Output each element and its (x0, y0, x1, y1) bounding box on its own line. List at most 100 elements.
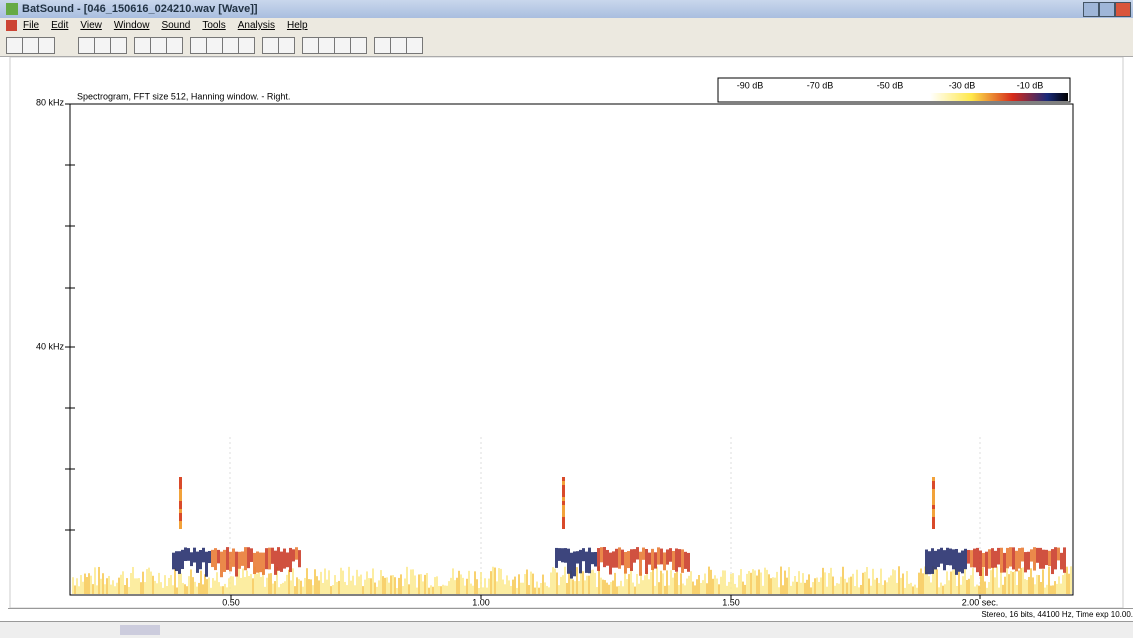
noise (348, 567, 350, 594)
noise (1006, 569, 1008, 594)
noise (896, 583, 898, 594)
noise (196, 587, 198, 594)
toolbar-button[interactable] (262, 37, 279, 54)
noise (280, 584, 282, 594)
toolbar-button[interactable] (350, 37, 367, 54)
scale-label: -30 dB (949, 80, 976, 90)
call (979, 551, 982, 576)
toolbar-button[interactable] (390, 37, 407, 54)
call (588, 548, 591, 574)
noise (190, 569, 192, 594)
noise (990, 570, 992, 594)
call (181, 550, 184, 569)
call (295, 547, 298, 559)
noise (290, 580, 292, 594)
toolbar-button[interactable] (150, 37, 167, 54)
noise (822, 568, 824, 594)
noise (578, 581, 580, 594)
noise (1068, 574, 1070, 594)
toolbar-button[interactable] (134, 37, 151, 54)
noise (160, 582, 162, 594)
menu-item[interactable]: Help (287, 20, 308, 31)
noise (402, 586, 404, 594)
minimize-button[interactable] (1083, 2, 1099, 17)
menu-item[interactable]: File (23, 20, 39, 31)
noise (496, 581, 498, 594)
noise (528, 585, 530, 594)
toolbar-button[interactable] (22, 37, 39, 54)
noise (500, 569, 502, 594)
noise (1008, 574, 1010, 594)
noise (718, 584, 720, 594)
toolbar-button[interactable] (38, 37, 55, 54)
call (247, 547, 250, 568)
noise (774, 578, 776, 594)
noise (440, 586, 442, 594)
toolbar-button[interactable] (374, 37, 391, 54)
noise (408, 584, 410, 594)
toolbar-button[interactable] (318, 37, 335, 54)
noise (722, 570, 724, 594)
streak (179, 485, 182, 489)
toolbar-button[interactable] (222, 37, 239, 54)
toolbar-button[interactable] (238, 37, 255, 54)
streak (932, 509, 935, 513)
noise (446, 586, 448, 594)
toolbar-button[interactable] (110, 37, 127, 54)
menu-item[interactable]: Tools (202, 20, 225, 31)
toolbar-button[interactable] (6, 37, 23, 54)
toolbar-button[interactable] (78, 37, 95, 54)
noise (328, 570, 330, 594)
menu-item[interactable]: Sound (161, 20, 190, 31)
menu-item[interactable]: View (80, 20, 102, 31)
noise (838, 584, 840, 594)
noise (498, 568, 500, 594)
noise (1004, 577, 1006, 594)
noise (462, 578, 464, 594)
noise (830, 568, 832, 594)
toolbar-button[interactable] (302, 37, 319, 54)
toolbar-button[interactable] (278, 37, 295, 54)
call (925, 550, 928, 575)
noise (308, 579, 310, 594)
noise (182, 583, 184, 594)
scale-label: -90 dB (737, 80, 764, 90)
noise (464, 586, 466, 594)
menu-item[interactable]: Edit (51, 20, 68, 31)
toolbar-button[interactable] (190, 37, 207, 54)
noise (392, 575, 394, 594)
close-button[interactable] (1115, 2, 1131, 17)
noise (628, 574, 630, 594)
noise (868, 579, 870, 594)
noise (586, 576, 588, 594)
streak (179, 509, 182, 513)
toolbar-button[interactable] (334, 37, 351, 54)
noise (1022, 567, 1024, 594)
noise (752, 569, 754, 594)
noise (302, 587, 304, 594)
toolbar-button[interactable] (206, 37, 223, 54)
toolbar-button[interactable] (94, 37, 111, 54)
scroll-thumb[interactable] (120, 625, 160, 635)
scrollbar[interactable] (0, 621, 1133, 638)
call (663, 552, 666, 570)
noise (650, 572, 652, 594)
noise (520, 583, 522, 594)
noise (78, 586, 80, 594)
call (1063, 547, 1066, 572)
noise (882, 585, 884, 594)
toolbar-button[interactable] (166, 37, 183, 54)
streak (932, 521, 935, 525)
call (633, 549, 636, 563)
menu-item[interactable]: Analysis (238, 20, 275, 31)
menu-item[interactable]: Window (114, 20, 150, 31)
noise (522, 583, 524, 594)
noise (928, 576, 930, 594)
noise (114, 586, 116, 594)
call (561, 548, 564, 562)
maximize-button[interactable] (1099, 2, 1115, 17)
noise (572, 579, 574, 594)
toolbar (0, 34, 1133, 57)
call (268, 548, 271, 570)
toolbar-button[interactable] (406, 37, 423, 54)
